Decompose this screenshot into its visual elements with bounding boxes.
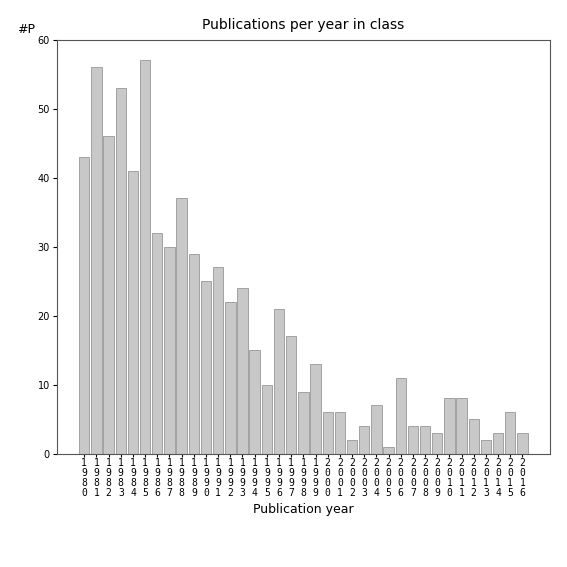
Bar: [286, 336, 297, 454]
Bar: [432, 433, 442, 454]
Title: Publications per year in class: Publications per year in class: [202, 18, 404, 32]
Bar: [323, 412, 333, 454]
Bar: [238, 288, 248, 454]
Bar: [103, 136, 114, 454]
Bar: [335, 412, 345, 454]
Bar: [201, 281, 211, 454]
Bar: [274, 308, 284, 454]
Bar: [128, 171, 138, 454]
Bar: [189, 253, 199, 454]
Bar: [420, 426, 430, 454]
Bar: [261, 384, 272, 454]
Bar: [91, 67, 101, 454]
Bar: [456, 399, 467, 454]
Bar: [444, 399, 455, 454]
Bar: [249, 350, 260, 454]
Bar: [140, 60, 150, 454]
Bar: [481, 440, 491, 454]
Bar: [371, 405, 382, 454]
Bar: [116, 88, 126, 454]
Bar: [505, 412, 515, 454]
Bar: [152, 233, 163, 454]
Bar: [310, 364, 321, 454]
Bar: [213, 267, 223, 454]
Bar: [408, 426, 418, 454]
Bar: [383, 447, 393, 454]
X-axis label: Publication year: Publication year: [253, 503, 354, 517]
Bar: [468, 419, 479, 454]
Bar: [176, 198, 187, 454]
Bar: [298, 391, 308, 454]
Bar: [493, 433, 503, 454]
Bar: [225, 302, 235, 454]
Bar: [517, 433, 527, 454]
Bar: [359, 426, 369, 454]
Text: #P: #P: [17, 23, 35, 36]
Bar: [347, 440, 357, 454]
Bar: [79, 157, 90, 454]
Bar: [164, 247, 175, 454]
Bar: [396, 378, 406, 454]
